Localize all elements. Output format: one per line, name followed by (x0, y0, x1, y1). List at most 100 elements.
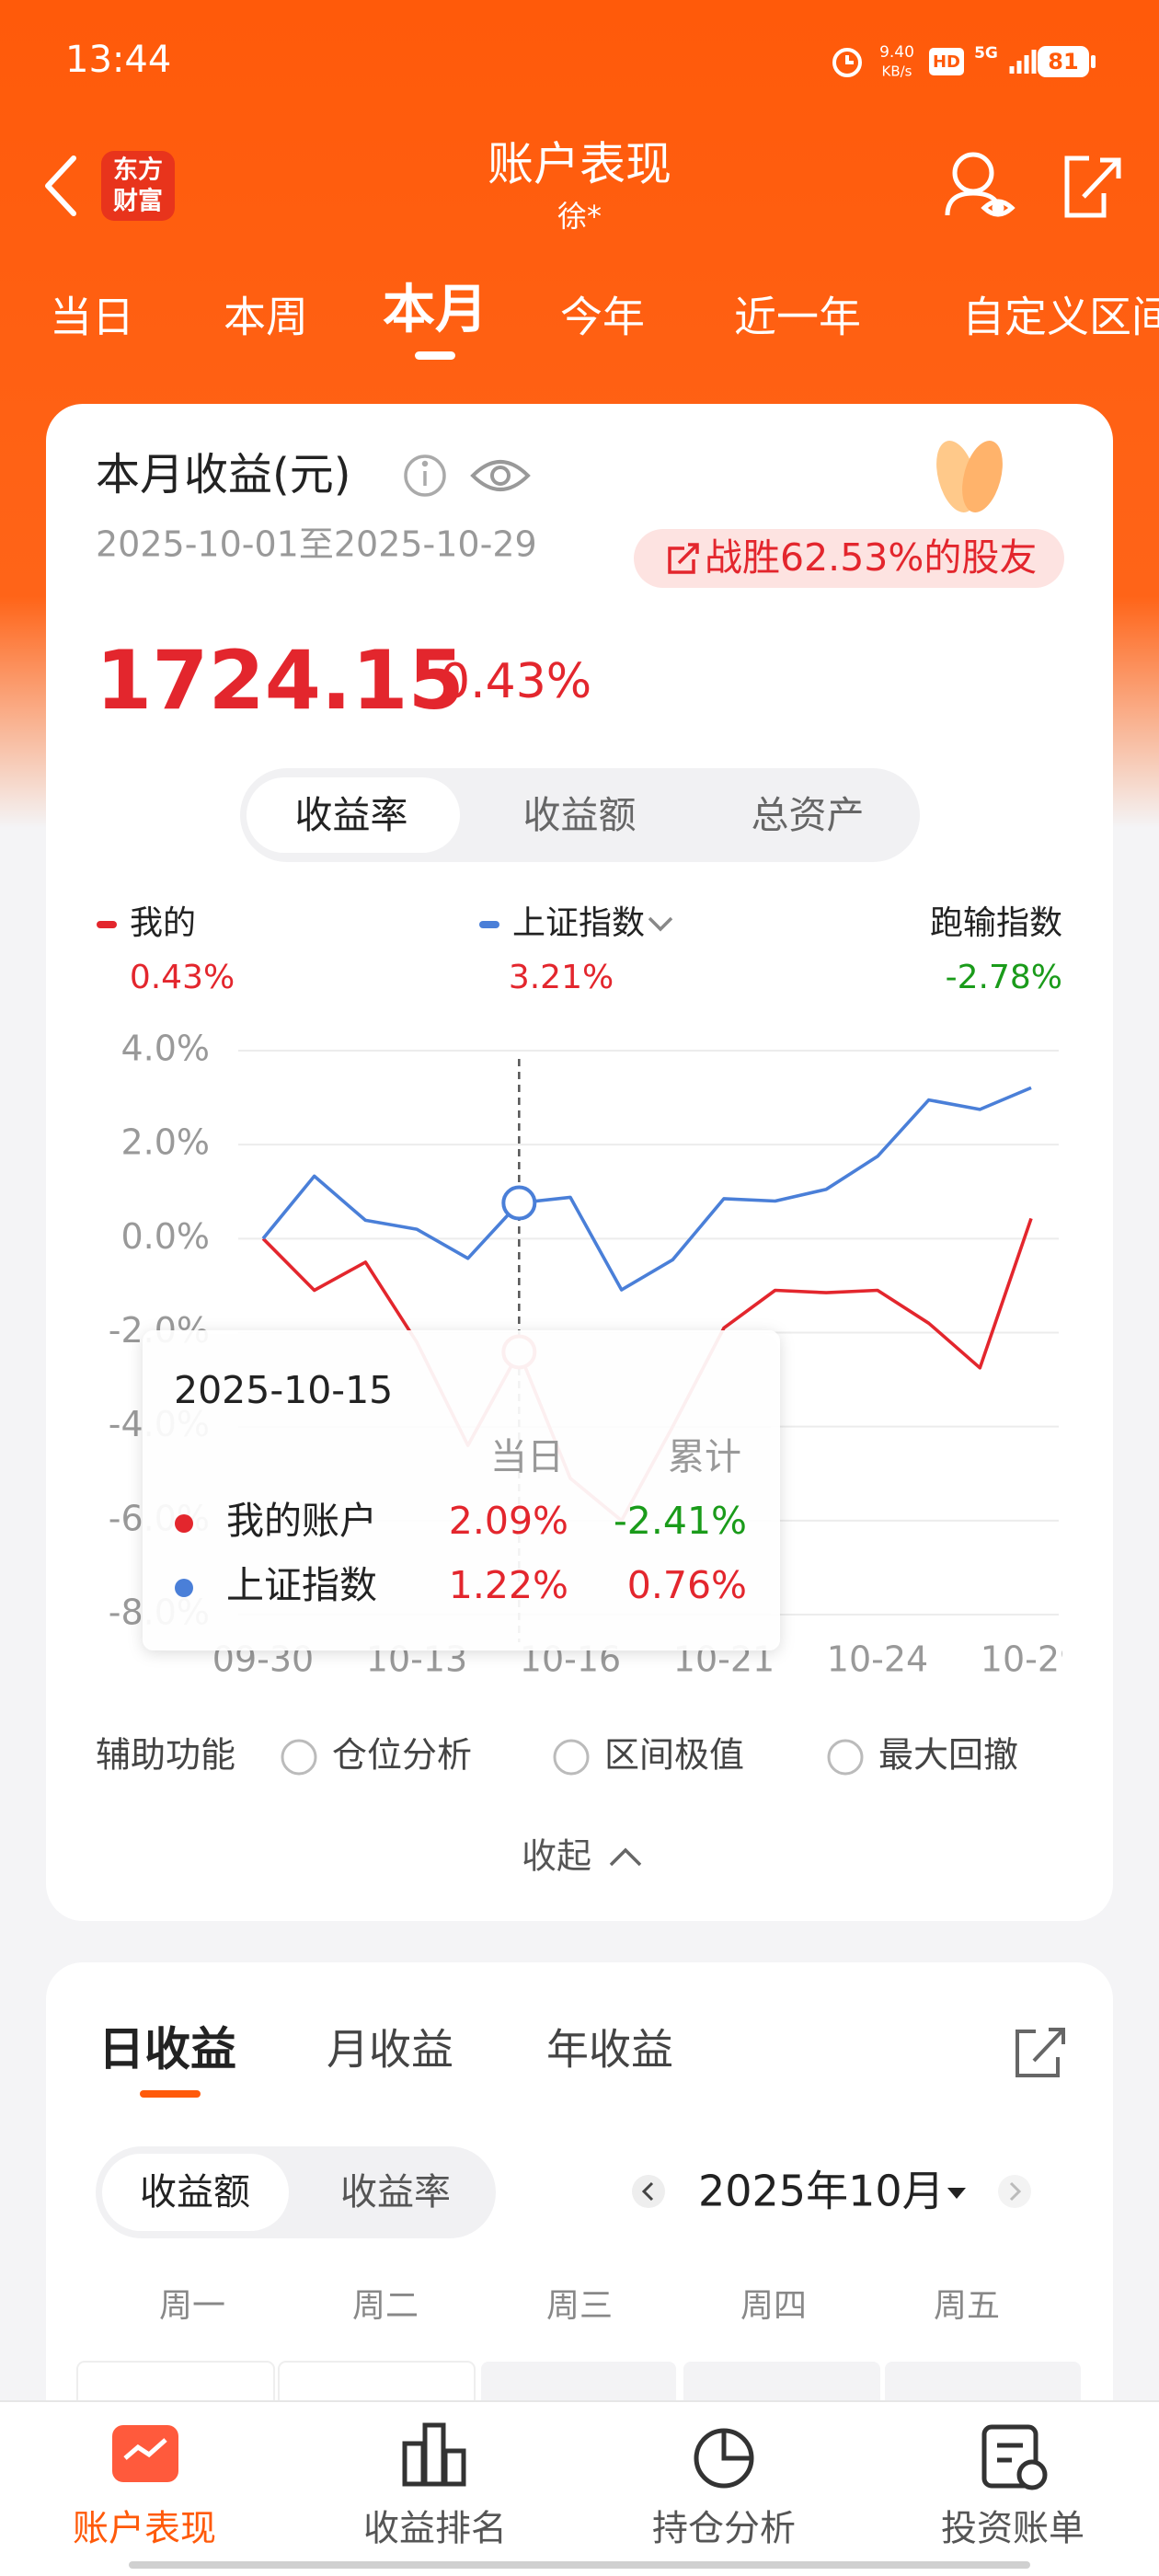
prev-month[interactable] (632, 2175, 665, 2208)
weekday: 周五 (934, 2287, 1000, 2325)
back-button[interactable] (45, 155, 76, 216)
legend-label[interactable]: 上证指数 (512, 904, 645, 942)
share-icon[interactable] (1064, 155, 1121, 218)
mode-selected (102, 2154, 289, 2231)
logo-text: 财富 (113, 187, 163, 216)
x-tick-label: 10-29 (981, 1639, 1082, 1680)
tool-option[interactable]: 区间极值 (604, 1735, 744, 1776)
status-time: 13:44 (65, 39, 171, 81)
x-tick-label: 10-24 (827, 1639, 928, 1680)
month-selector[interactable]: 2025年10月 (698, 2167, 945, 2216)
battery-level: 81 (1048, 49, 1078, 75)
profit-rate: 0.43% (440, 654, 591, 709)
radio[interactable] (553, 1739, 590, 1776)
nav-icon-performance[interactable] (112, 2425, 178, 2482)
mode-tab[interactable]: 收益率 (340, 2171, 451, 2214)
rank-badge[interactable] (634, 529, 1064, 588)
collapse-chevron[interactable] (609, 1847, 642, 1867)
series-line (261, 1086, 1032, 1292)
collapse[interactable]: 收起 (522, 1836, 591, 1877)
legend-label: 我的 (130, 904, 196, 942)
next-arrow (1009, 2181, 1022, 2202)
tooltip-dot (175, 1579, 193, 1597)
metric-tab[interactable]: 收益额 (523, 793, 637, 837)
metric-tab[interactable]: 总资产 (752, 793, 865, 837)
tool-option[interactable]: 最大回撤 (878, 1735, 1018, 1776)
legend-swatch (97, 921, 117, 928)
profile-icon[interactable] (945, 152, 1016, 217)
tooltip-day: 1.22% (449, 1563, 568, 1607)
nav-icon-holdings[interactable] (694, 2428, 754, 2489)
tooltip-row-name: 我的账户 (226, 1499, 377, 1543)
tools-label: 辅助功能 (96, 1735, 235, 1776)
legend-swatch (479, 921, 499, 928)
info-icon[interactable] (404, 454, 446, 497)
prev-arrow (641, 2181, 654, 2202)
tool-option[interactable]: 仓位分析 (332, 1735, 472, 1776)
month-dropdown[interactable] (947, 2188, 966, 2199)
period-tab[interactable]: 自定义区间 (962, 293, 1159, 342)
date-range: 2025-10-01至2025-10-29 (96, 524, 537, 565)
net-speed: 9.40 (879, 43, 914, 62)
eye-icon[interactable] (470, 460, 531, 491)
weekday: 周二 (352, 2287, 419, 2325)
logo (101, 151, 175, 221)
nav-label[interactable]: 收益排名 (363, 2509, 507, 2550)
period-tab[interactable]: 近一年 (734, 293, 861, 342)
nav-label[interactable]: 持仓分析 (652, 2509, 796, 2550)
logo-text: 东方 (113, 155, 163, 185)
page-title: 账户表现 (488, 138, 671, 191)
battery (1038, 46, 1089, 77)
period-tab[interactable]: 本月 (383, 280, 488, 340)
rank-badge-text: 战胜62.53%的股友 (705, 535, 1037, 580)
period-tab[interactable]: 今年 (560, 293, 645, 342)
metric-selected (247, 777, 460, 853)
account-name: 徐* (557, 199, 602, 234)
nav-label[interactable]: 账户表现 (73, 2509, 216, 2550)
legend-value: 3.21% (509, 959, 614, 996)
weekday: 周四 (740, 2287, 807, 2325)
nav-icon-ranking[interactable] (402, 2422, 466, 2487)
tab-indicator (415, 351, 455, 360)
hd-badge (929, 48, 964, 75)
x-axis-labels: 09-30 10-13 10-16 10-21 10-24 10-29 (212, 1639, 1082, 1680)
legend-value: 0.43% (130, 959, 235, 996)
battery-tip (1091, 55, 1096, 68)
earnings-tab-indicator (140, 2090, 201, 2098)
index-dropdown[interactable] (648, 916, 673, 932)
home-indicator (129, 2561, 1030, 2569)
signal: 5G (974, 44, 998, 63)
y-tick-label: 0.0% (120, 1216, 210, 1257)
earnings-share-icon[interactable] (1016, 2028, 1065, 2077)
y-tick-label: 4.0% (120, 1029, 210, 1069)
radio[interactable] (281, 1739, 317, 1776)
tooltip-box (143, 1330, 780, 1650)
summary-title: 本月收益(元) (96, 449, 350, 500)
badge-icon (668, 543, 699, 574)
hd: HD (933, 52, 960, 72)
next-month[interactable] (998, 2175, 1031, 2208)
earnings-tab[interactable]: 日收益 (98, 2023, 236, 2076)
weekday: 周一 (159, 2287, 225, 2325)
period-tab[interactable]: 本周 (224, 293, 308, 342)
status-icons (832, 48, 1037, 77)
radio[interactable] (827, 1739, 864, 1776)
profit-amount: 1724.15 (96, 633, 465, 728)
mode-tab[interactable]: 收益额 (140, 2171, 250, 2214)
legend-value: -2.78% (946, 959, 1062, 996)
nav-label[interactable]: 投资账单 (941, 2509, 1084, 2550)
tooltip-dot (175, 1514, 193, 1533)
tooltip-day: 2.09% (449, 1499, 568, 1543)
applause-decoration (936, 441, 1003, 512)
tooltip-column: 当日 (490, 1436, 564, 1478)
cursor-point (501, 1185, 537, 1221)
legend-label: 跑输指数 (930, 904, 1062, 942)
earnings-tab[interactable]: 月收益 (327, 2025, 453, 2075)
bottom-nav (0, 2401, 1159, 2576)
period-tab[interactable]: 当日 (50, 293, 134, 342)
nav-icon-bill[interactable] (981, 2424, 1048, 2490)
metric-tab[interactable]: 收益率 (295, 793, 408, 837)
earnings-tab[interactable]: 年收益 (546, 2025, 673, 2075)
